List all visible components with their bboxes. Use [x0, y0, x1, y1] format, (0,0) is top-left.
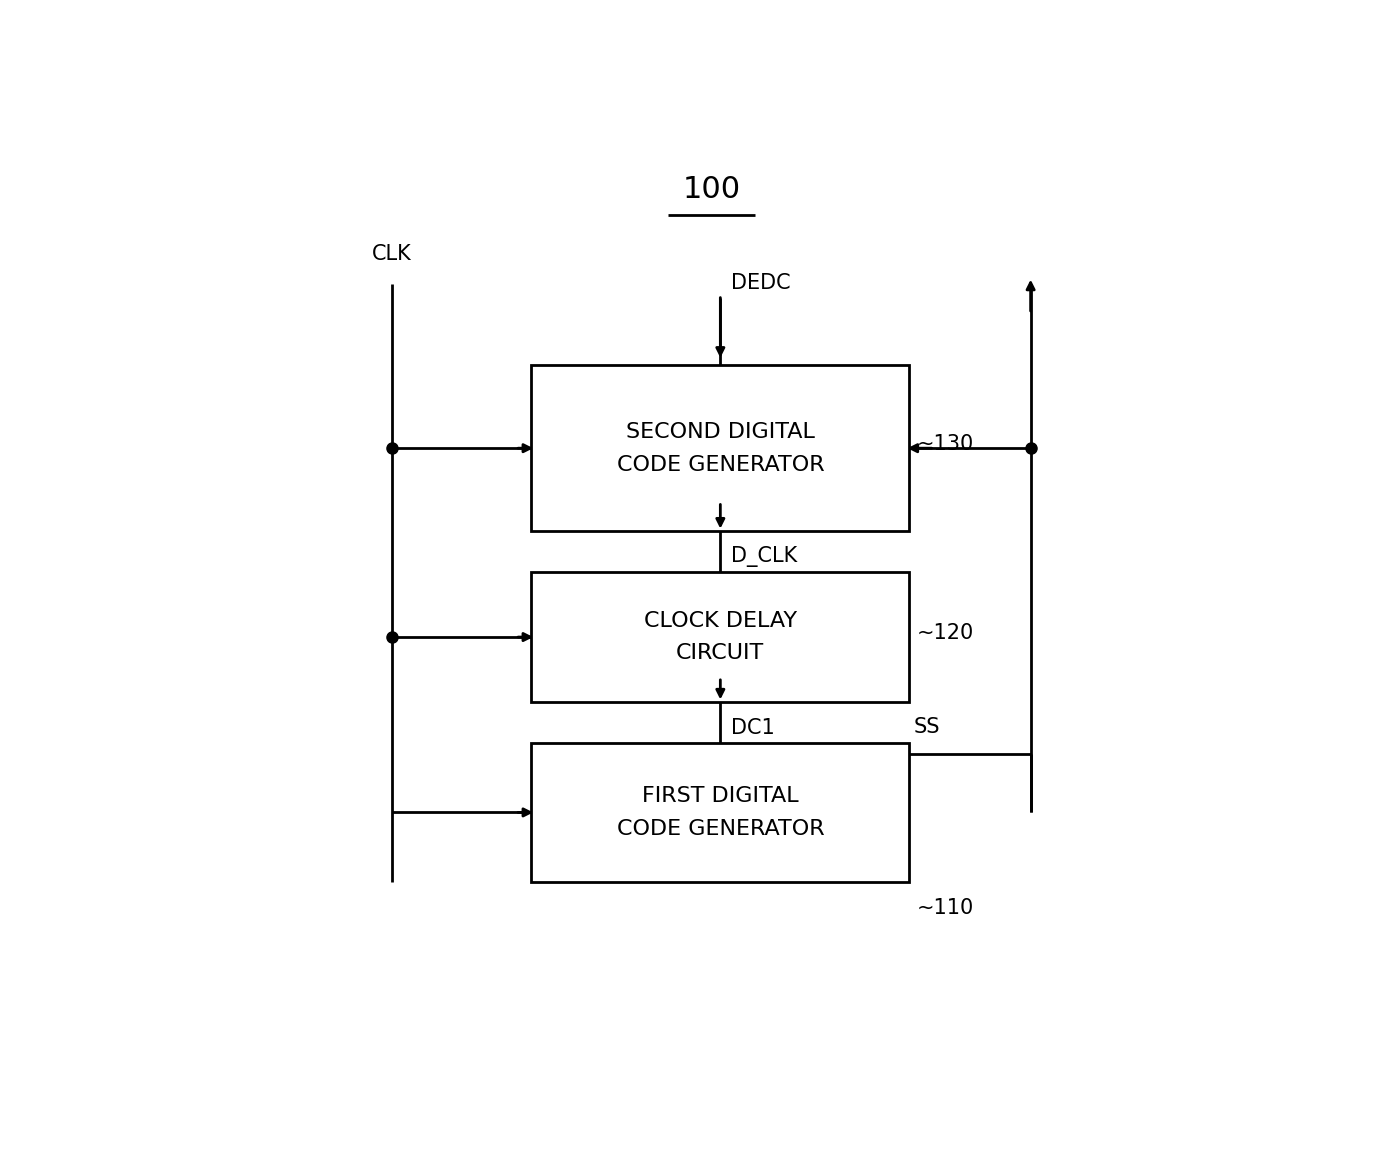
Bar [532, 572, 909, 702]
Text: ~130: ~130 [916, 433, 973, 453]
Text: DEDC: DEDC [731, 273, 791, 293]
Text: FIRST DIGITAL
CODE GENERATOR: FIRST DIGITAL CODE GENERATOR [616, 786, 824, 839]
Text: ~110: ~110 [916, 898, 973, 918]
Bar [532, 366, 909, 531]
Text: D_CLK: D_CLK [731, 547, 797, 568]
Text: CLK: CLK [372, 244, 412, 264]
Text: CLOCK DELAY
CIRCUIT: CLOCK DELAY CIRCUIT [644, 611, 797, 663]
Text: DC1: DC1 [731, 718, 775, 738]
Text: SS: SS [913, 717, 940, 737]
Text: ~120: ~120 [916, 623, 973, 642]
Text: 100: 100 [683, 175, 740, 204]
Text: SECOND DIGITAL
CODE GENERATOR: SECOND DIGITAL CODE GENERATOR [616, 422, 824, 474]
Bar [532, 743, 909, 882]
